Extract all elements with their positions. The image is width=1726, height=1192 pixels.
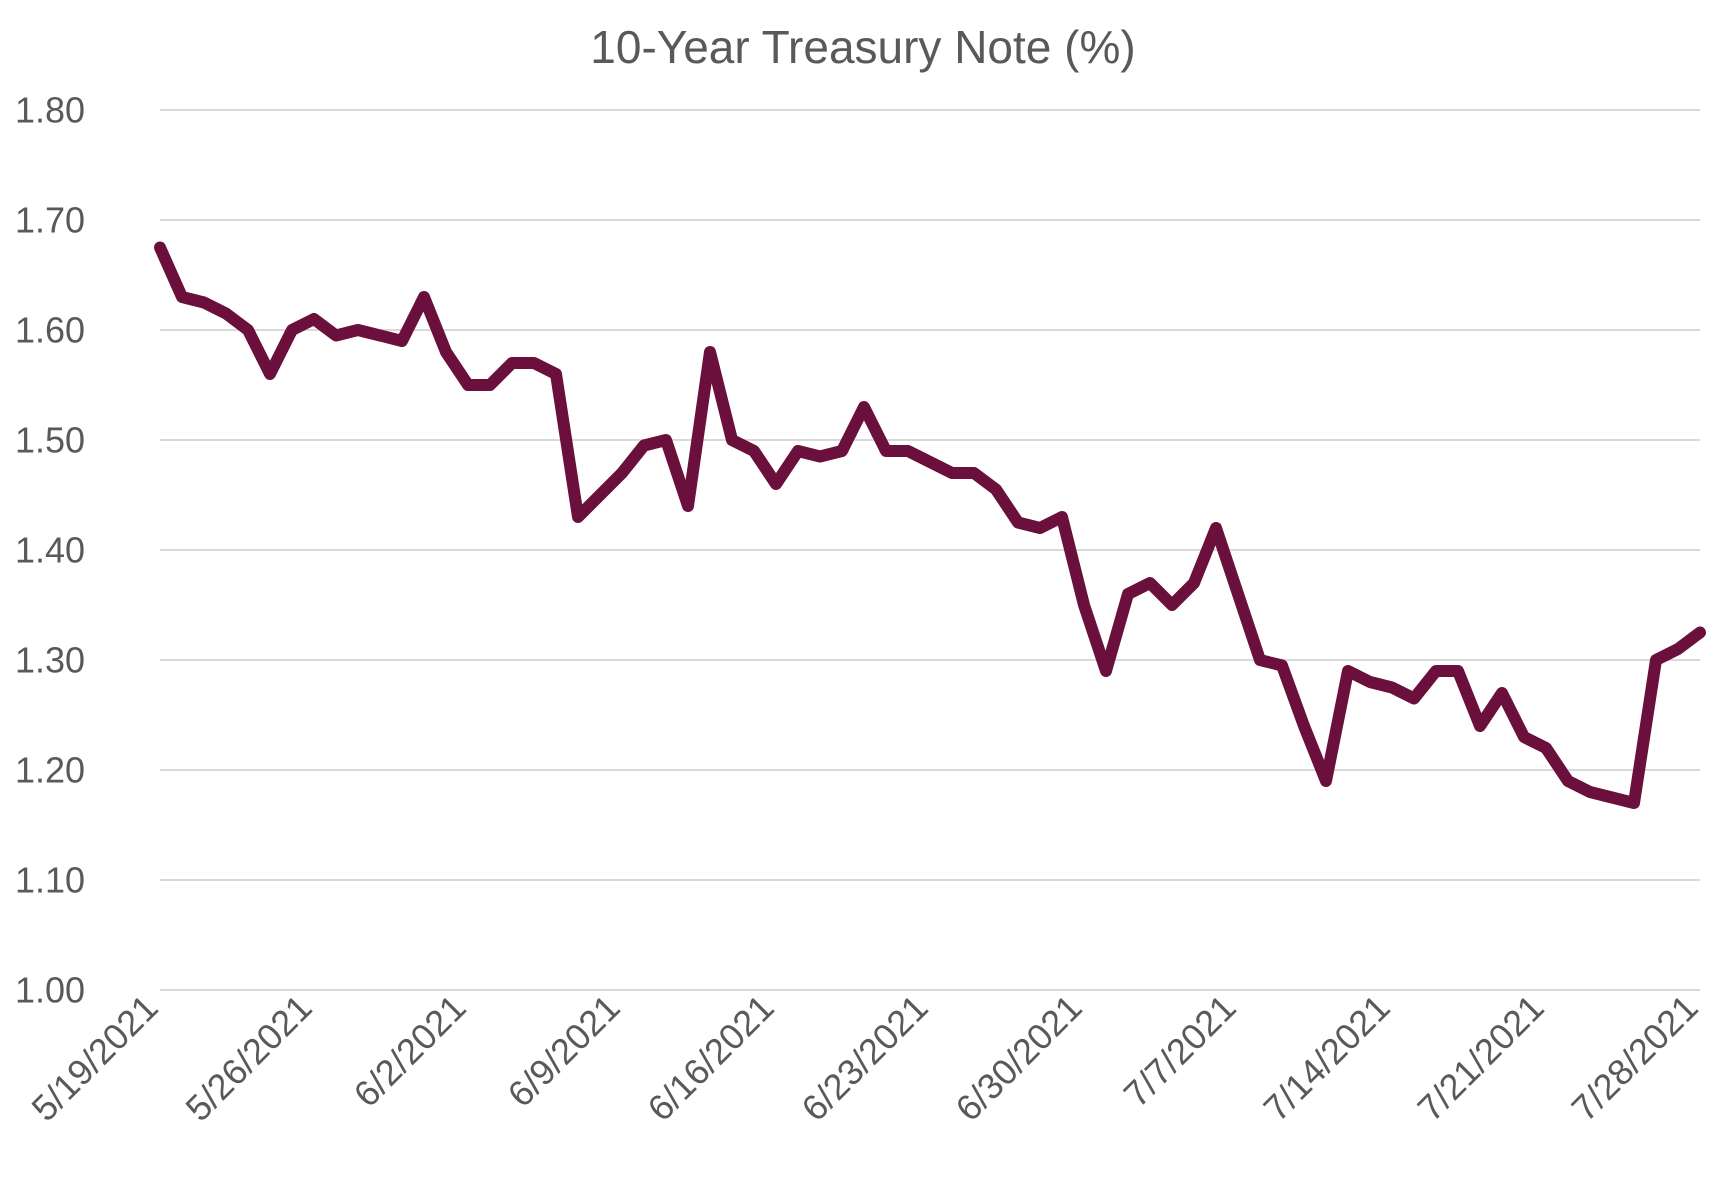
x-tick-label: 6/9/2021	[500, 987, 628, 1115]
x-tick-label: 6/2/2021	[346, 987, 474, 1115]
x-tick-label: 6/30/2021	[947, 987, 1089, 1129]
chart-title: 10-Year Treasury Note (%)	[0, 20, 1726, 74]
y-tick-label: 1.80	[15, 90, 85, 131]
y-tick-label: 1.40	[15, 530, 85, 571]
y-tick-label: 1.10	[15, 860, 85, 901]
x-tick-label: 7/14/2021	[1255, 987, 1397, 1129]
y-tick-label: 1.00	[15, 970, 85, 1011]
x-tick-label: 5/26/2021	[177, 987, 319, 1129]
y-tick-label: 1.30	[15, 640, 85, 681]
y-tick-label: 1.60	[15, 310, 85, 351]
x-tick-label: 6/16/2021	[639, 987, 781, 1129]
x-tick-label: 6/23/2021	[793, 987, 935, 1129]
chart-svg: 1.001.101.201.301.401.501.601.701.805/19…	[0, 0, 1726, 1192]
y-tick-label: 1.20	[15, 750, 85, 791]
y-tick-label: 1.50	[15, 420, 85, 461]
y-tick-label: 1.70	[15, 200, 85, 241]
x-tick-label: 7/7/2021	[1116, 987, 1244, 1115]
x-tick-label: 7/28/2021	[1563, 987, 1705, 1129]
treasury-chart: 10-Year Treasury Note (%) 1.00 1.10 1.20 1.…	[0, 0, 1726, 1192]
x-tick-label: 7/21/2021	[1409, 987, 1551, 1129]
